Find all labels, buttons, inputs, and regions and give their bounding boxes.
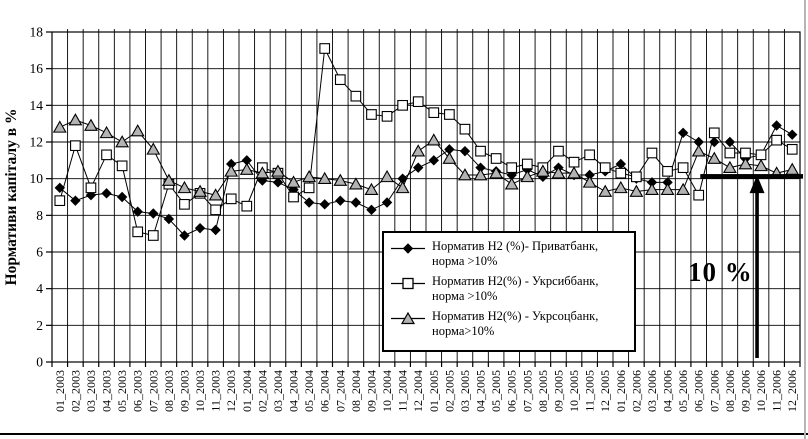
- svg-text:01_2003: 01_2003: [53, 370, 67, 412]
- svg-text:09_2004: 09_2004: [364, 370, 378, 412]
- svg-text:08_2005: 08_2005: [536, 370, 550, 412]
- series-triangle: [52, 113, 800, 201]
- svg-text:4: 4: [36, 281, 43, 296]
- svg-text:07_2006: 07_2006: [707, 370, 721, 412]
- svg-text:12: 12: [30, 135, 44, 150]
- svg-text:12_2005: 12_2005: [598, 370, 612, 412]
- x-axis-labels: 01_2003 02_2003 03_2003 04_2003 05_2003 06_20…: [51, 362, 801, 412]
- svg-text:03_2003: 03_2003: [84, 370, 98, 412]
- y-axis-labels: 0 2 4 6 8 10 12 14 16 18: [30, 25, 52, 370]
- svg-text:06_2003: 06_2003: [131, 370, 145, 412]
- svg-text:04_2005: 04_2005: [474, 370, 488, 412]
- svg-text:03_2004: 03_2004: [271, 370, 285, 412]
- svg-text:06_2004: 06_2004: [318, 370, 332, 412]
- svg-text:8: 8: [36, 208, 43, 223]
- svg-text:06_2006: 06_2006: [692, 370, 706, 412]
- square-marker-icon: [391, 277, 425, 290]
- svg-text:16: 16: [30, 61, 44, 76]
- svg-text:01_2004: 01_2004: [240, 370, 254, 412]
- norm-annotation-label: 10 %: [688, 257, 753, 287]
- svg-text:04_2004: 04_2004: [287, 370, 301, 412]
- norm-arrow: [749, 175, 765, 358]
- svg-text:08_2004: 08_2004: [349, 370, 363, 412]
- svg-text:11_2006: 11_2006: [770, 370, 784, 412]
- svg-text:07_2004: 07_2004: [333, 370, 347, 412]
- legend-label-privatbank: Норматив Н2 (%)- Приватбанк, норма >10%: [432, 239, 599, 268]
- figure-right-border: [804, 0, 806, 439]
- gridlines: [52, 29, 800, 362]
- svg-text:12_2006: 12_2006: [785, 370, 799, 412]
- svg-text:09_2005: 09_2005: [551, 370, 565, 412]
- legend-item-ukrsibbank: Норматив Н2(%) - Укрсиббанк, норма >10%: [391, 274, 630, 304]
- series-square: [54, 43, 798, 241]
- svg-text:06_2005: 06_2005: [505, 370, 519, 412]
- svg-text:10_2006: 10_2006: [754, 370, 768, 412]
- legend-item-privatbank: Норматив Н2 (%)- Приватбанк, норма >10%: [391, 239, 630, 269]
- svg-text:08_2006: 08_2006: [723, 370, 737, 412]
- svg-text:04_2003: 04_2003: [100, 370, 114, 412]
- svg-text:01_2005: 01_2005: [427, 370, 441, 412]
- svg-text:2: 2: [36, 318, 43, 333]
- svg-text:0: 0: [36, 355, 43, 370]
- svg-text:05_2003: 05_2003: [115, 370, 129, 412]
- legend-item-ukrsotsbank: Норматив Н2(%) - Укрсоцбанк, норма>10%: [391, 309, 630, 339]
- legend-label-ukrsotsbank: Норматив Н2(%) - Укрсоцбанк, норма>10%: [432, 309, 599, 338]
- svg-text:10_2004: 10_2004: [380, 370, 394, 412]
- svg-text:02_2004: 02_2004: [255, 370, 269, 412]
- svg-text:09_2006: 09_2006: [738, 370, 752, 412]
- svg-text:10_2005: 10_2005: [567, 370, 581, 412]
- svg-text:14: 14: [30, 98, 44, 113]
- svg-text:03_2006: 03_2006: [645, 370, 659, 412]
- svg-text:04_2006: 04_2006: [661, 370, 675, 412]
- svg-text:05_2004: 05_2004: [302, 370, 316, 412]
- svg-text:6: 6: [36, 245, 43, 260]
- svg-text:02_2003: 02_2003: [68, 370, 82, 412]
- svg-text:11_2003: 11_2003: [209, 370, 223, 412]
- svg-text:07_2005: 07_2005: [520, 370, 534, 412]
- triangle-marker-icon: [391, 312, 425, 325]
- svg-text:09_2003: 09_2003: [177, 370, 191, 412]
- svg-text:11_2004: 11_2004: [396, 370, 410, 412]
- svg-text:12_2003: 12_2003: [224, 370, 238, 412]
- y-axis-title: Нормативи капіталу в %: [3, 109, 20, 286]
- svg-text:05_2006: 05_2006: [676, 370, 690, 412]
- diamond-marker-icon: [391, 243, 425, 254]
- svg-text:02_2005: 02_2005: [442, 370, 456, 412]
- svg-text:05_2005: 05_2005: [489, 370, 503, 412]
- svg-text:10_2003: 10_2003: [193, 370, 207, 412]
- svg-text:08_2003: 08_2003: [162, 370, 176, 412]
- svg-text:Нормативи капіталу в %: Нормативи капіталу в %: [3, 109, 20, 286]
- chart-legend: Норматив Н2 (%)- Приватбанк, норма >10% …: [382, 231, 636, 352]
- legend-label-ukrsibbank: Норматив Н2(%) - Укрсиббанк, норма >10%: [432, 274, 599, 303]
- svg-text:18: 18: [30, 25, 44, 40]
- svg-text:07_2003: 07_2003: [146, 370, 160, 412]
- svg-text:02_2006: 02_2006: [629, 370, 643, 412]
- svg-text:12_2004: 12_2004: [411, 370, 425, 412]
- svg-text:01_2006: 01_2006: [614, 370, 628, 412]
- figure-bottom-border: [0, 433, 808, 435]
- norm-line: [700, 174, 803, 179]
- svg-text:10: 10: [30, 171, 44, 186]
- svg-text:11_2005: 11_2005: [583, 370, 597, 412]
- svg-text:03_2005: 03_2005: [458, 370, 472, 412]
